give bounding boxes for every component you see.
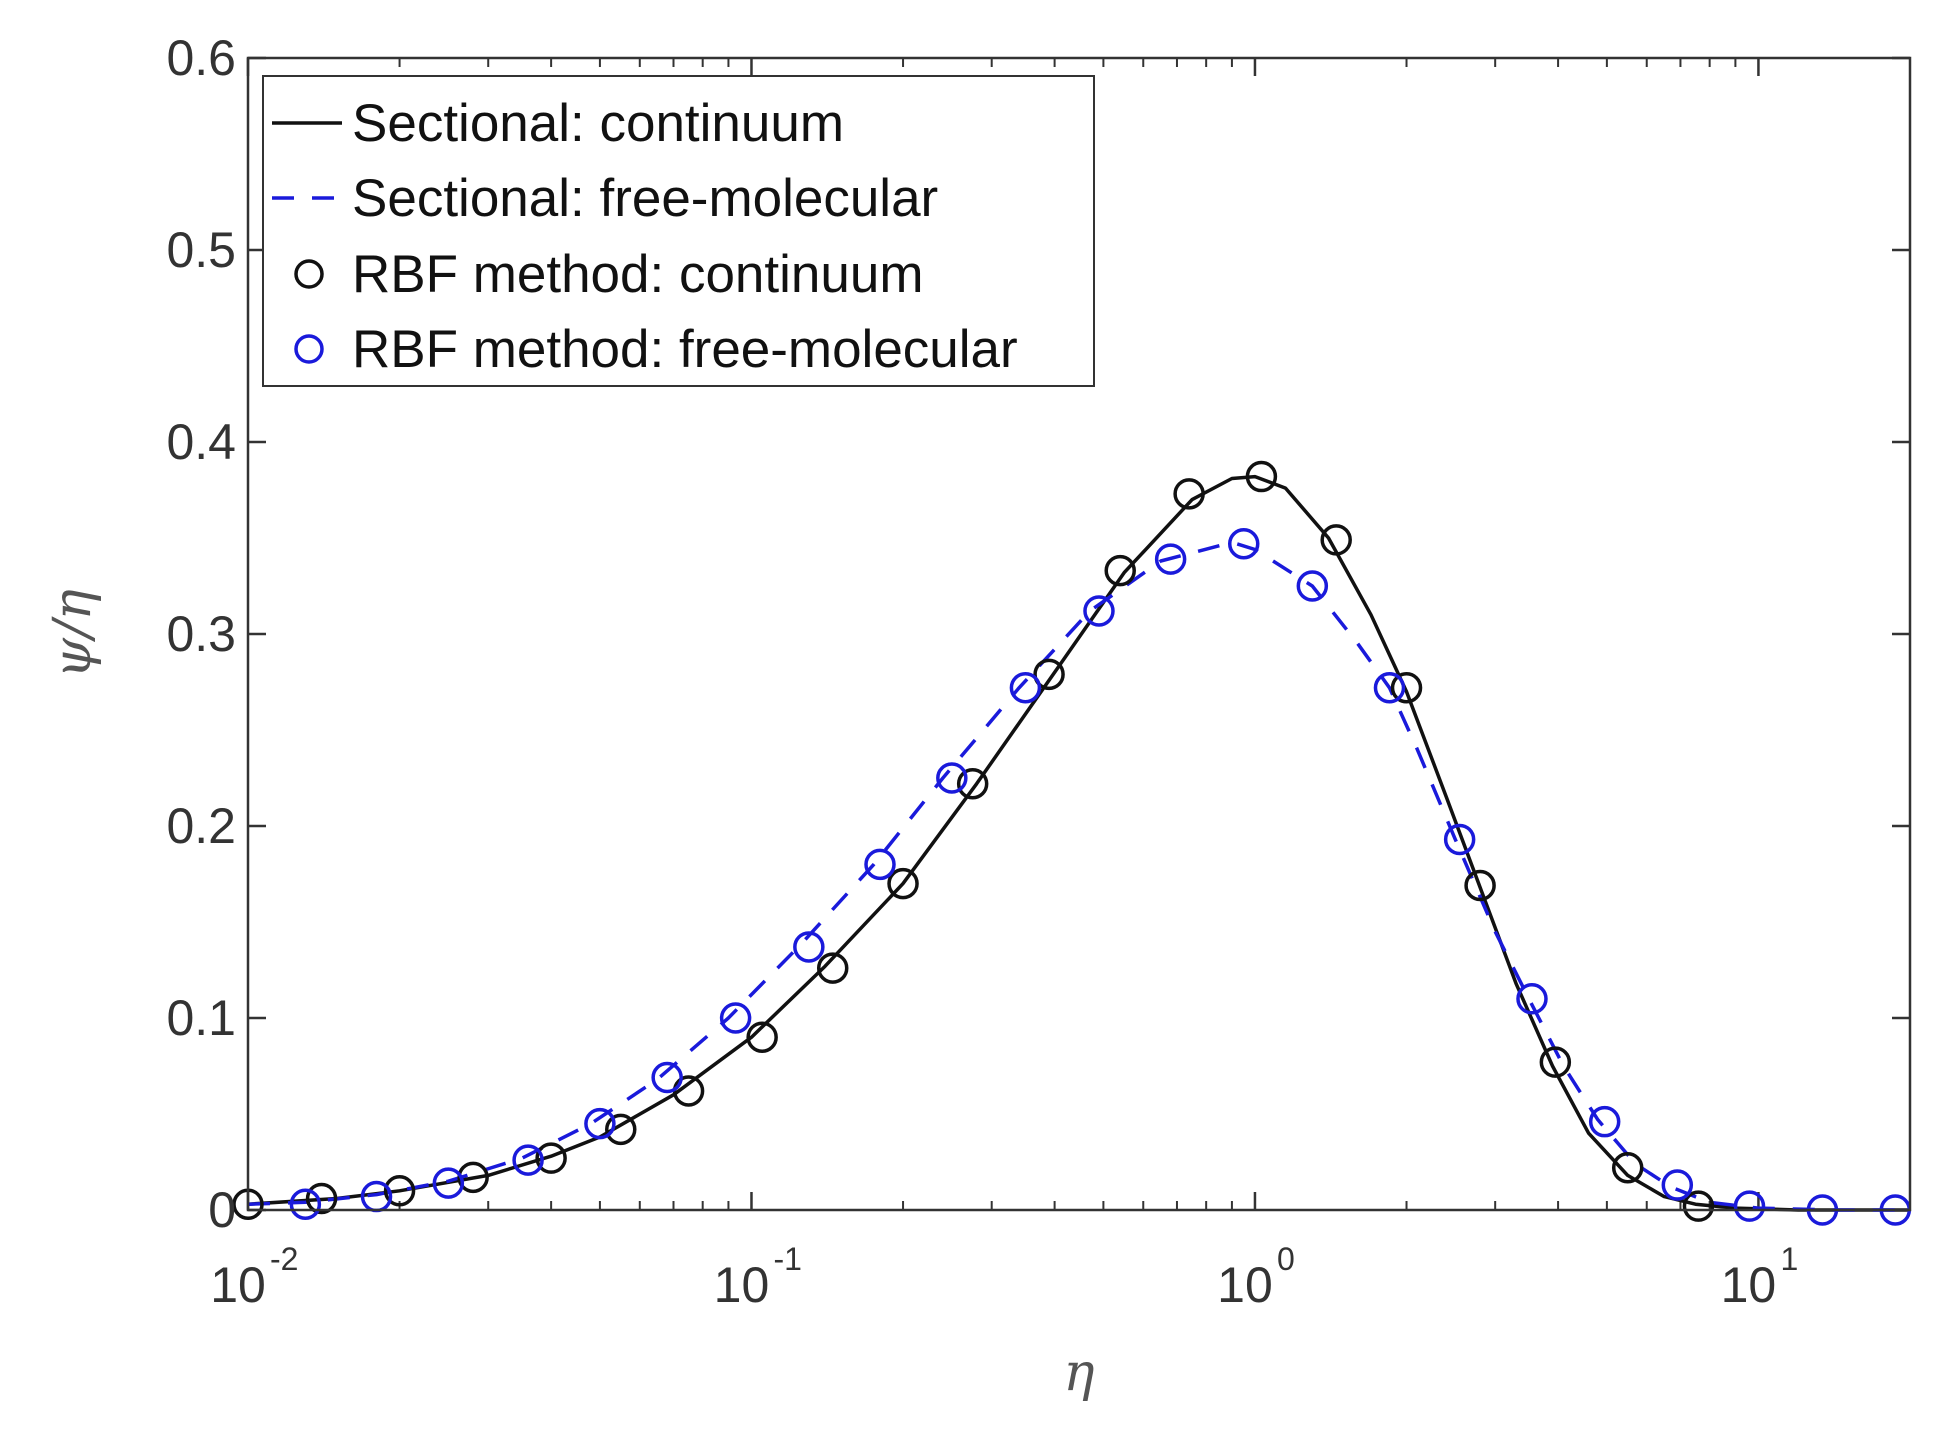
legend-swatch-rbf-free-molecular xyxy=(294,334,324,364)
marker-rbf-method-continuum xyxy=(887,867,919,900)
x-tick-label: 10 xyxy=(210,1257,266,1313)
marker-rbf-method-free-molecular xyxy=(1588,1105,1621,1138)
marker-rbf-method-continuum xyxy=(1390,672,1423,704)
marker-rbf-method-free-molecular xyxy=(1443,823,1476,856)
x-tick-label: 10 xyxy=(1217,1257,1273,1313)
series-line-sectional-free-molecular xyxy=(247,542,1910,1212)
marker-rbf-method-continuum xyxy=(816,952,849,984)
y-tick-label: 0 xyxy=(208,1182,236,1238)
legend-swatch-rbf-continuum xyxy=(294,259,324,289)
marker-rbf-method-continuum xyxy=(1320,524,1352,556)
marker-rbf-method-continuum xyxy=(1539,1046,1572,1078)
x-tick-label-exponent: 0 xyxy=(1277,1241,1295,1277)
marker-rbf-method-free-molecular xyxy=(1154,543,1187,575)
marker-rbf-method-continuum xyxy=(1682,1190,1715,1222)
marker-rbf-method-free-molecular xyxy=(432,1167,465,1199)
marker-rbf-method-continuum xyxy=(746,1021,778,1053)
marker-rbf-method-continuum xyxy=(305,1182,338,1215)
marker-rbf-method-free-molecular xyxy=(1296,570,1329,602)
legend-label-rbf-free-molecular: RBF method: free-molecular xyxy=(352,320,1018,379)
y-tick-label: 0.4 xyxy=(166,414,236,470)
marker-rbf-method-free-molecular xyxy=(793,931,825,963)
y-tick-label: 0.2 xyxy=(166,798,236,854)
marker-rbf-method-free-molecular xyxy=(1661,1169,1694,1201)
marker-rbf-method-continuum xyxy=(1033,658,1065,691)
y-tick-label: 0.6 xyxy=(166,30,236,86)
legend-label-sectional-free-molecular: Sectional: free-molecular xyxy=(352,169,938,228)
y-tick-label: 0.1 xyxy=(166,990,236,1046)
x-tick-label: 10 xyxy=(714,1257,770,1313)
marker-rbf-method-free-molecular xyxy=(1083,595,1115,627)
marker-rbf-method-free-molecular xyxy=(1373,672,1406,704)
x-tick-label-exponent: -1 xyxy=(773,1241,801,1277)
marker-rbf-method-free-molecular xyxy=(651,1061,683,1094)
x-tick-label-exponent: -2 xyxy=(270,1241,298,1277)
tick-labels: 00.10.20.30.40.50.610 -2 10 -1 10 0 10 1 xyxy=(166,30,1798,1313)
marker-rbf-method-free-molecular xyxy=(584,1107,616,1140)
y-tick-label: 0.5 xyxy=(166,222,236,278)
marker-rbf-method-continuum xyxy=(1464,869,1496,902)
legend-box xyxy=(262,75,1095,387)
marker-rbf-method-continuum xyxy=(1104,554,1136,587)
marker-rbf-method-continuum xyxy=(457,1161,489,1194)
x-tick-label: 10 xyxy=(1721,1257,1777,1313)
marker-rbf-method-continuum xyxy=(605,1113,637,1146)
legend-label-sectional-continuum: Sectional: continuum xyxy=(352,94,844,153)
marker-rbf-method-continuum xyxy=(1173,478,1205,510)
marker-rbf-method-free-molecular xyxy=(512,1144,544,1176)
y-axis-label: ψ/η xyxy=(43,589,103,678)
marker-rbf-method-continuum xyxy=(956,768,989,800)
marker-rbf-method-free-molecular xyxy=(289,1188,322,1220)
marker-rbf-method-free-molecular xyxy=(1009,672,1042,704)
marker-rbf-method-continuum xyxy=(1611,1152,1644,1184)
plot-frame xyxy=(246,56,1912,1212)
y-tick-label: 0.3 xyxy=(166,606,236,662)
x-axis-label: η xyxy=(1063,1343,1094,1403)
marker-rbf-method-continuum xyxy=(535,1142,567,1174)
marker-rbf-method-free-molecular xyxy=(1733,1190,1766,1222)
x-tick-label-exponent: 1 xyxy=(1780,1241,1798,1277)
plot-series-layer xyxy=(232,460,1912,1226)
marker-rbf-method-free-molecular xyxy=(1227,528,1260,560)
marker-rbf-method-continuum xyxy=(383,1175,416,1207)
marker-rbf-method-continuum xyxy=(1245,460,1278,493)
marker-rbf-method-free-molecular xyxy=(936,762,968,794)
marker-rbf-method-free-molecular xyxy=(719,1002,752,1034)
marker-rbf-method-free-molecular xyxy=(1516,983,1548,1015)
marker-rbf-method-free-molecular xyxy=(864,848,896,881)
legend-label-rbf-continuum: RBF method: continuum xyxy=(352,245,923,304)
legend: Sectional: continuum Sectional: free-mol… xyxy=(262,75,1095,387)
